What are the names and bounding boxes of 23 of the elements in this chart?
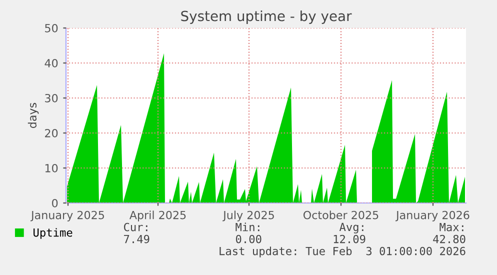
y-tick-label: 40	[44, 58, 58, 68]
text: Last update: Tue Feb 3 01:00:00 2026	[220, 246, 466, 258]
text: Max:	[440, 222, 464, 232]
y-axis-title: days	[28, 102, 39, 128]
chart-title: System uptime - by year	[181, 10, 352, 24]
x-tick-label: January 2026	[395, 210, 470, 222]
y-tick-label: 0	[52, 198, 58, 208]
text: 12.09	[334, 234, 366, 244]
x-tick-label: January 2025	[30, 210, 104, 222]
text: Cur:	[124, 222, 148, 232]
x-tick-label: October 2025	[303, 210, 378, 220]
y-tick-label: 30	[45, 94, 58, 102]
y-tick-label: 10	[45, 164, 58, 172]
text: Avg:	[339, 222, 364, 234]
text: 7.49	[124, 234, 150, 244]
text: 42.80	[433, 234, 466, 244]
x-tick-label: July 2025	[222, 210, 274, 222]
x-tick-label: April 2025	[129, 210, 186, 222]
legend-label: Uptime	[34, 228, 72, 239]
y-tick-label: 50	[45, 24, 58, 32]
text: 0.00	[236, 234, 262, 244]
text: Min:	[236, 222, 260, 232]
y-tick-label: 20	[45, 128, 58, 138]
